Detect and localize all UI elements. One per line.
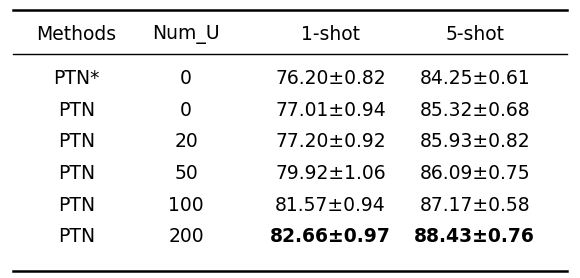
Text: 1-shot: 1-shot	[301, 25, 360, 44]
Text: Num_U: Num_U	[153, 25, 220, 44]
Text: 50: 50	[174, 164, 198, 183]
Text: 88.43±0.76: 88.43±0.76	[414, 227, 535, 246]
Text: PTN: PTN	[58, 227, 95, 246]
Text: 77.01±0.94: 77.01±0.94	[275, 101, 386, 120]
Text: 0: 0	[180, 69, 192, 88]
Text: 81.57±0.94: 81.57±0.94	[275, 195, 386, 215]
Text: 200: 200	[168, 227, 204, 246]
Text: 87.17±0.58: 87.17±0.58	[419, 195, 530, 215]
Text: Methods: Methods	[37, 25, 117, 44]
Text: PTN: PTN	[58, 101, 95, 120]
Text: 85.32±0.68: 85.32±0.68	[419, 101, 530, 120]
Text: 20: 20	[174, 132, 198, 151]
Text: 86.09±0.75: 86.09±0.75	[419, 164, 530, 183]
Text: 82.66±0.97: 82.66±0.97	[270, 227, 391, 246]
Text: PTN: PTN	[58, 195, 95, 215]
Text: 84.25±0.61: 84.25±0.61	[419, 69, 530, 88]
Text: 0: 0	[180, 101, 192, 120]
Text: 85.93±0.82: 85.93±0.82	[419, 132, 530, 151]
Text: PTN: PTN	[58, 132, 95, 151]
Text: PTN: PTN	[58, 164, 95, 183]
Text: 100: 100	[168, 195, 204, 215]
Text: 5-shot: 5-shot	[445, 25, 504, 44]
Text: 77.20±0.92: 77.20±0.92	[275, 132, 386, 151]
Text: 79.92±1.06: 79.92±1.06	[275, 164, 386, 183]
Text: 76.20±0.82: 76.20±0.82	[275, 69, 386, 88]
Text: PTN*: PTN*	[53, 69, 100, 88]
